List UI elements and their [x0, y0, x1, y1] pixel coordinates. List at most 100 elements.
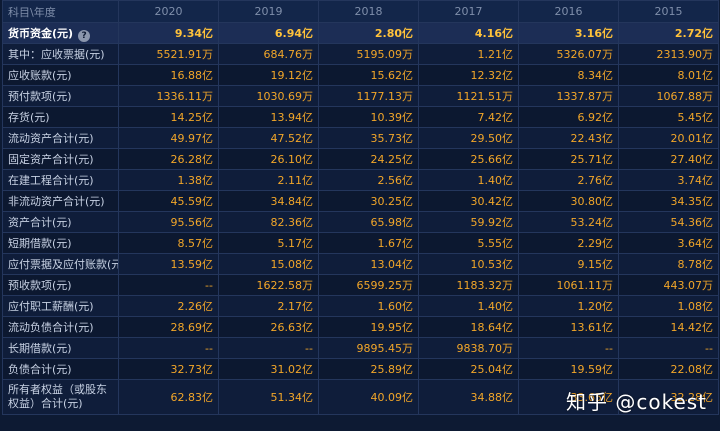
value-cell: 7.42亿: [418, 106, 519, 128]
value-cell: 22.08亿: [618, 358, 719, 380]
value-cell: 25.71亿: [518, 148, 619, 170]
value-cell: 8.34亿: [518, 64, 619, 86]
row-label: 其中：应收票据(元): [8, 48, 105, 61]
value-cell: 684.76万: [218, 43, 319, 65]
value-cell: 82.36亿: [218, 211, 319, 233]
row-label-cell: 资产合计(元): [2, 211, 119, 233]
value-cell: 3.64亿: [618, 232, 719, 254]
value-cell: 13.04亿: [318, 253, 419, 275]
value-cell: 6.94亿: [218, 22, 319, 44]
value-cell: 5195.09万: [318, 43, 419, 65]
row-label-cell: 应收账款(元): [2, 64, 119, 86]
table-row: 资产合计(元) 95.56亿 82.36亿 65.98亿 59.92亿 53.24亿 54.…: [2, 211, 719, 233]
value-cell: 26.63亿: [218, 316, 319, 338]
value-cell: 2313.90万: [618, 43, 719, 65]
row-label: 预付款项(元): [8, 90, 72, 103]
value-cell: --: [518, 337, 619, 359]
balance-sheet-table: 科目\年度 2020 2019 2018 2017 2016 2015 货币资金(元)? 9…: [2, 0, 719, 415]
value-cell: 8.01亿: [618, 64, 719, 86]
value-cell: 31.02亿: [218, 358, 319, 380]
value-cell: 9.34亿: [118, 22, 219, 44]
value-cell: 34.84亿: [218, 190, 319, 212]
value-cell: 27.40亿: [618, 148, 719, 170]
value-cell: 6599.25万: [318, 274, 419, 296]
row-label: 所有者权益（或股东权益）合计(元): [8, 383, 107, 410]
row-label: 非流动资产合计(元): [8, 195, 105, 208]
value-cell: 28.69亿: [118, 316, 219, 338]
year-header[interactable]: 2017: [418, 0, 519, 23]
row-label-cell: 流动资产合计(元): [2, 127, 119, 149]
value-cell: 2.11亿: [218, 169, 319, 191]
value-cell: 1337.87万: [518, 85, 619, 107]
row-label-cell: 存货(元): [2, 106, 119, 128]
value-cell: 2.29亿: [518, 232, 619, 254]
row-label: 资产合计(元): [8, 216, 72, 229]
row-label: 长期借款(元): [8, 342, 72, 355]
year-header[interactable]: 2018: [318, 0, 419, 23]
table-row: 流动负债合计(元) 28.69亿 26.63亿 19.95亿 18.64亿 13.61亿 1…: [2, 316, 719, 338]
value-cell: 13.61亿: [518, 316, 619, 338]
year-header[interactable]: 2020: [118, 0, 219, 23]
row-label-cell: 固定资产合计(元): [2, 148, 119, 170]
value-cell: 10.53亿: [418, 253, 519, 275]
value-cell: 5326.07万: [518, 43, 619, 65]
row-label: 应收账款(元): [8, 69, 72, 82]
year-header[interactable]: 2019: [218, 0, 319, 23]
year-header[interactable]: 2016: [518, 0, 619, 23]
year-header[interactable]: 2015: [618, 0, 719, 23]
value-cell: 95.56亿: [118, 211, 219, 233]
value-cell: 13.94亿: [218, 106, 319, 128]
table-row: 在建工程合计(元) 1.38亿 2.11亿 2.56亿 1.40亿 2.76亿 3.74亿: [2, 169, 719, 191]
value-cell: 1.40亿: [418, 295, 519, 317]
value-cell: 29.50亿: [418, 127, 519, 149]
table-row: 流动资产合计(元) 49.97亿 47.52亿 35.73亿 29.50亿 22.43亿 2…: [2, 127, 719, 149]
help-icon[interactable]: ?: [78, 29, 91, 42]
table-row: 长期借款(元) -- -- 9895.45万 9838.70万 -- --: [2, 337, 719, 359]
row-label-cell: 负债合计(元): [2, 358, 119, 380]
value-cell: 5521.91万: [118, 43, 219, 65]
row-label-cell: 应付票据及应付账款(元): [2, 253, 119, 275]
value-cell: 53.24亿: [518, 211, 619, 233]
table-row: 负债合计(元) 32.73亿 31.02亿 25.89亿 25.04亿 19.59亿 22.…: [2, 358, 719, 380]
value-cell: 47.52亿: [218, 127, 319, 149]
value-cell: 26.10亿: [218, 148, 319, 170]
value-cell: --: [218, 337, 319, 359]
value-cell: 1.40亿: [418, 169, 519, 191]
value-cell: 8.78亿: [618, 253, 719, 275]
value-cell: 1.60亿: [318, 295, 419, 317]
table-row: 货币资金(元)? 9.34亿 6.94亿 2.80亿 4.16亿 3.16亿 2.72亿: [2, 22, 719, 44]
value-cell: 19.95亿: [318, 316, 419, 338]
value-cell: --: [118, 337, 219, 359]
value-cell: 1121.51万: [418, 85, 519, 107]
row-label: 货币资金(元): [8, 26, 74, 40]
value-cell: 9.15亿: [518, 253, 619, 275]
row-label: 固定资产合计(元): [8, 153, 94, 166]
value-cell: 30.25亿: [318, 190, 419, 212]
value-cell: 15.08亿: [218, 253, 319, 275]
value-cell: 14.25亿: [118, 106, 219, 128]
table-row: 固定资产合计(元) 26.28亿 26.10亿 24.25亿 25.66亿 25.71亿 2…: [2, 148, 719, 170]
value-cell: 1177.13万: [318, 85, 419, 107]
row-label: 预收款项(元): [8, 279, 72, 292]
value-cell: 65.98亿: [318, 211, 419, 233]
value-cell: 6.92亿: [518, 106, 619, 128]
value-cell: 30.42亿: [418, 190, 519, 212]
value-cell: 59.92亿: [418, 211, 519, 233]
row-label-cell: 在建工程合计(元): [2, 169, 119, 191]
value-cell: 45.59亿: [118, 190, 219, 212]
value-cell: 51.34亿: [218, 379, 319, 415]
value-cell: 32.28亿: [618, 379, 719, 415]
value-cell: 4.16亿: [418, 22, 519, 44]
value-cell: 1.08亿: [618, 295, 719, 317]
value-cell: 26.28亿: [118, 148, 219, 170]
value-cell: 5.55亿: [418, 232, 519, 254]
table-row: 存货(元) 14.25亿 13.94亿 10.39亿 7.42亿 6.92亿 5.45亿: [2, 106, 719, 128]
table-row: 非流动资产合计(元) 45.59亿 34.84亿 30.25亿 30.42亿 30.80亿…: [2, 190, 719, 212]
value-cell: 18.64亿: [418, 316, 519, 338]
value-cell: 3.74亿: [618, 169, 719, 191]
value-cell: 62.83亿: [118, 379, 219, 415]
value-cell: 1.20亿: [518, 295, 619, 317]
value-cell: 1.67亿: [318, 232, 419, 254]
value-cell: 1622.58万: [218, 274, 319, 296]
value-cell: 443.07万: [618, 274, 719, 296]
